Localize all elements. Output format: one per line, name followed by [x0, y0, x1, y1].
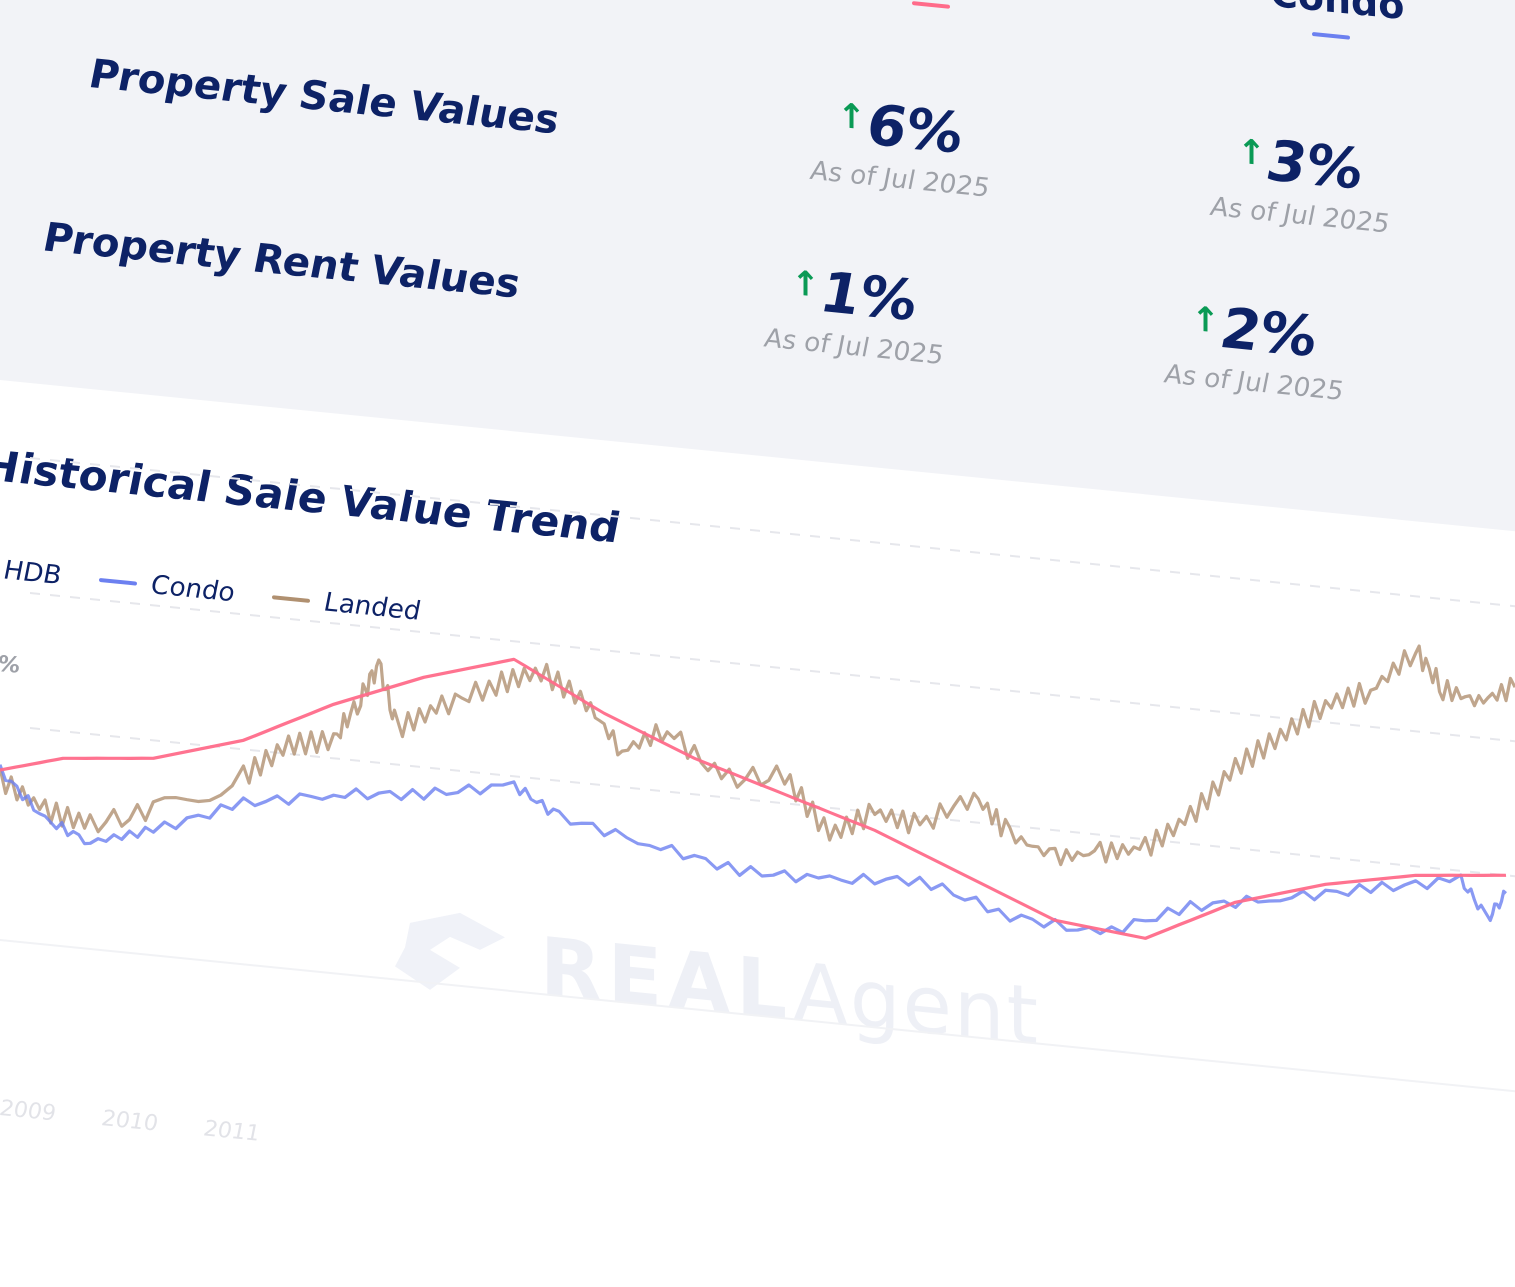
watermark-logo-icon	[395, 912, 505, 990]
series-line-landed	[0, 644, 1515, 867]
series-line-hdb	[0, 657, 1507, 940]
gridline	[30, 726, 1515, 878]
gridline	[30, 456, 1515, 608]
x-axis-line	[0, 939, 1515, 1093]
chart-gridlines	[0, 456, 1515, 1093]
series-line-condo	[0, 764, 1507, 936]
chart-series	[0, 644, 1515, 940]
gridline	[30, 591, 1515, 743]
